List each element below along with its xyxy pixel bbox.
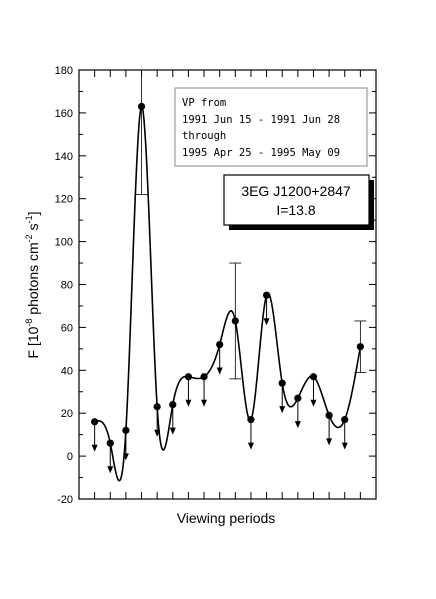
y-title-part-3: s bbox=[25, 223, 41, 234]
y-tick-label: 40 bbox=[61, 365, 73, 377]
data-point bbox=[153, 403, 161, 411]
viewing-period-note: VP from 1991 Jun 15 - 1991 Jun 28 throug… bbox=[174, 87, 368, 167]
data-point bbox=[91, 418, 99, 426]
axes: -20 0 20 40 60 80 100 120 140 160 180 bbox=[55, 65, 377, 506]
data-point bbox=[200, 373, 208, 381]
data-point bbox=[231, 317, 239, 325]
data-point bbox=[278, 379, 286, 387]
upper-limit-arrow-head bbox=[326, 438, 333, 446]
upper-limit-arrow-head bbox=[201, 399, 208, 407]
upper-limit-arrow-head bbox=[185, 399, 192, 407]
y-tick-label: 60 bbox=[61, 322, 73, 334]
upper-limit-arrow-head bbox=[107, 466, 114, 474]
y-tick-label: 20 bbox=[61, 408, 73, 420]
y-title-exp-3: -1 bbox=[24, 215, 34, 223]
note-line-4: 1995 Apr 25 - 1995 May 09 bbox=[182, 147, 340, 159]
data-point bbox=[184, 373, 193, 381]
y-tick-label: 180 bbox=[55, 65, 73, 77]
upper-limit-arrow-head bbox=[122, 453, 129, 461]
data-point bbox=[137, 102, 146, 111]
y-tick-label: -20 bbox=[57, 494, 73, 506]
upper-limit-arrow-head bbox=[263, 318, 270, 326]
smoothed-light-curve bbox=[94, 105, 362, 482]
note-line-1: VP from bbox=[182, 97, 226, 109]
y-title-exp-2: -2 bbox=[24, 234, 34, 242]
upper-limit-arrow-head bbox=[154, 429, 161, 437]
data-point bbox=[216, 340, 224, 349]
y-title-exp-1: -8 bbox=[24, 319, 34, 327]
y-tick-label: 100 bbox=[55, 237, 73, 249]
y-axis-title: F [10-8 photons cm-2 s-1] bbox=[24, 212, 41, 359]
data-point bbox=[122, 426, 130, 434]
data-point bbox=[309, 373, 318, 381]
note-line-3: through bbox=[182, 130, 226, 142]
upper-limit-arrow-head bbox=[247, 442, 254, 450]
source-box bbox=[223, 174, 370, 226]
upper-limit-arrow-head bbox=[341, 442, 348, 450]
y-tick-label: 120 bbox=[55, 194, 73, 206]
source-name: 3EG J1200+2847 bbox=[241, 183, 351, 199]
data-point bbox=[262, 291, 271, 299]
note-line-2: 1991 Jun 15 - 1991 Jun 28 bbox=[182, 114, 340, 126]
note-box bbox=[174, 87, 368, 167]
data-point bbox=[169, 401, 177, 409]
data-point bbox=[325, 411, 333, 419]
upper-limit-arrow-head bbox=[169, 427, 176, 435]
data-point bbox=[341, 416, 349, 424]
y-title-part-1: F [10 bbox=[25, 326, 41, 358]
data-point bbox=[247, 416, 255, 424]
y-tick-label: 160 bbox=[55, 108, 73, 120]
source-label: 3EG J1200+2847 I=13.8 bbox=[223, 174, 374, 230]
upper-limit-arrow-head bbox=[91, 444, 98, 452]
x-axis-title: Viewing periods bbox=[177, 510, 276, 526]
data-point bbox=[356, 343, 364, 351]
data-point bbox=[106, 439, 114, 447]
y-title-part-2: photons cm bbox=[25, 242, 41, 318]
curve-layer bbox=[94, 105, 362, 482]
data-marks bbox=[91, 69, 367, 474]
source-index: I=13.8 bbox=[276, 202, 316, 218]
upper-limit-arrow-head bbox=[216, 367, 223, 375]
y-tick-label: 80 bbox=[61, 280, 73, 292]
data-point bbox=[294, 394, 302, 402]
upper-limit-arrow-head bbox=[279, 406, 286, 414]
y-title-part-4: ] bbox=[25, 212, 41, 216]
upper-limit-arrow-head bbox=[294, 421, 301, 429]
upper-limit-arrow-head bbox=[310, 399, 317, 407]
y-tick-label: 140 bbox=[55, 151, 73, 163]
y-tick-label: 0 bbox=[67, 451, 73, 463]
